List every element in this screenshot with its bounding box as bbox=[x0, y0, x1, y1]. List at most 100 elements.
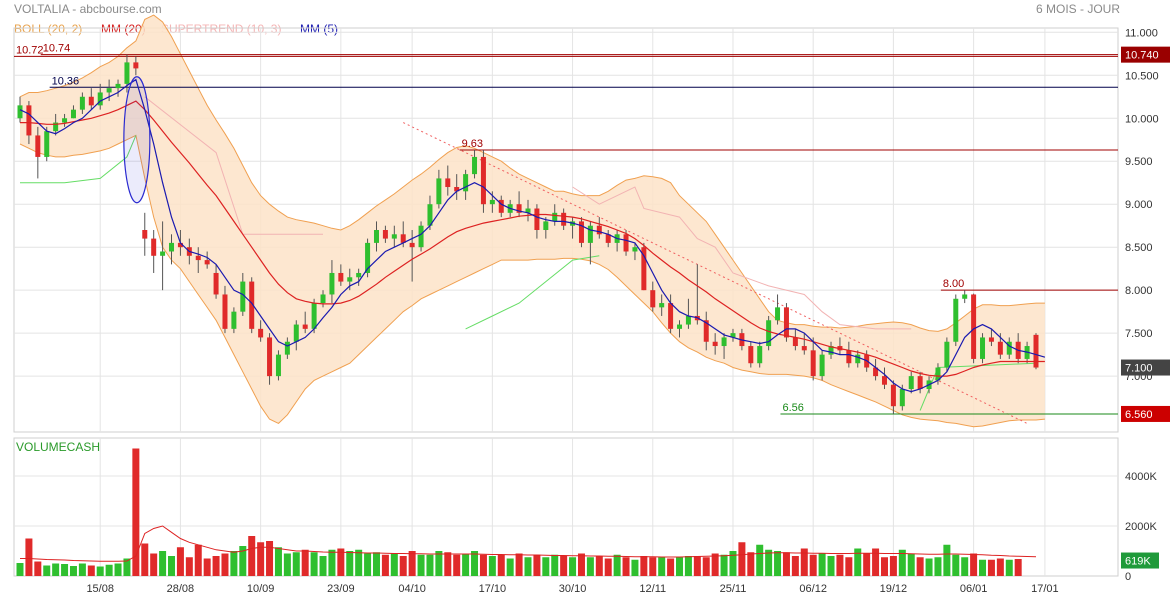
axes: 11.00010.50010.0009.5009.0008.5008.0007.… bbox=[86, 27, 1170, 595]
x-tick-label: 04/10 bbox=[398, 583, 426, 595]
candle-body bbox=[703, 320, 709, 342]
price-y-tick: 9.000 bbox=[1125, 199, 1153, 211]
volume-bar bbox=[453, 554, 461, 576]
candle-body bbox=[70, 109, 76, 119]
level-label: 9.63 bbox=[462, 138, 483, 150]
x-tick-label: 17/10 bbox=[479, 583, 507, 595]
volume-bar bbox=[43, 565, 51, 576]
candle-body bbox=[142, 230, 148, 239]
volume-bar bbox=[756, 544, 764, 576]
price-y-tick: 10.000 bbox=[1125, 113, 1159, 125]
volume-bar bbox=[952, 554, 960, 576]
candle-body bbox=[115, 83, 121, 89]
volume-bar bbox=[96, 566, 104, 576]
supertrend-high bbox=[144, 96, 912, 330]
volume-bar bbox=[738, 542, 746, 576]
volume-bar bbox=[257, 542, 265, 576]
level-label: 10.74 bbox=[43, 43, 71, 55]
candle-body bbox=[899, 389, 905, 407]
candle-body bbox=[267, 337, 273, 377]
volume-bar bbox=[916, 557, 924, 576]
volume-bar bbox=[159, 551, 167, 576]
candle-body bbox=[766, 320, 772, 347]
candle-body bbox=[775, 307, 781, 321]
candle-body bbox=[418, 225, 424, 248]
legend-entry: SUPERTREND (10, 3) bbox=[161, 22, 281, 36]
volume-bar bbox=[577, 553, 585, 576]
candle-body bbox=[810, 350, 816, 377]
x-tick-label: 06/12 bbox=[799, 583, 827, 595]
candle-body bbox=[106, 88, 112, 93]
candle-body bbox=[489, 199, 495, 205]
price-y-tick: 11.000 bbox=[1125, 27, 1158, 39]
level-label: 10.72 bbox=[16, 44, 44, 56]
volume-bar bbox=[168, 556, 176, 576]
volume-bar bbox=[194, 544, 202, 576]
volume-bar bbox=[711, 553, 719, 576]
candle-body bbox=[873, 367, 879, 377]
volume-bar bbox=[729, 551, 737, 576]
x-tick-label: 30/10 bbox=[559, 583, 587, 595]
volume-bar bbox=[479, 554, 487, 576]
volume-bar bbox=[765, 549, 773, 576]
candle-body bbox=[284, 341, 290, 355]
candle-body bbox=[988, 337, 994, 342]
volume-bar bbox=[613, 554, 621, 576]
price-box bbox=[1121, 405, 1170, 422]
volume-bar bbox=[586, 557, 594, 576]
volume-bar bbox=[533, 554, 541, 576]
candle-body bbox=[258, 328, 264, 338]
candle-body bbox=[890, 384, 896, 407]
volume-bar bbox=[595, 556, 603, 576]
volume-bar bbox=[631, 559, 639, 576]
candle-body bbox=[534, 208, 540, 230]
volume-bar bbox=[408, 551, 416, 576]
volume-bar bbox=[266, 541, 274, 576]
volume-bar bbox=[515, 553, 523, 576]
volume-bar bbox=[364, 553, 372, 576]
volume-bar bbox=[827, 556, 835, 576]
volume-bar bbox=[61, 564, 69, 576]
chart-period: 6 MOIS - JOUR bbox=[1036, 2, 1120, 16]
volume-bar bbox=[105, 564, 113, 576]
candle-body bbox=[454, 187, 460, 192]
volume-bar bbox=[774, 551, 782, 576]
candle-body bbox=[792, 337, 798, 347]
volume-bar bbox=[747, 552, 755, 576]
candle-body bbox=[436, 178, 442, 205]
volume-bar bbox=[818, 553, 826, 576]
price-y-tick: 8.000 bbox=[1125, 285, 1153, 297]
candle-body bbox=[311, 303, 317, 329]
volume-bar bbox=[25, 538, 33, 576]
price-y-tick: 7.500 bbox=[1125, 328, 1153, 340]
volume-bar bbox=[426, 554, 434, 576]
volume-bar bbox=[248, 536, 256, 576]
volume-bar bbox=[551, 554, 559, 576]
price-y-tick: 10.500 bbox=[1125, 70, 1159, 82]
volume-bar bbox=[524, 557, 532, 576]
candle-body bbox=[62, 118, 68, 123]
candle-body bbox=[249, 281, 255, 329]
candle-body bbox=[177, 242, 183, 248]
candle-body bbox=[1006, 341, 1012, 355]
volume-bar bbox=[676, 557, 684, 576]
volume-bar bbox=[845, 557, 853, 576]
volume-bar bbox=[961, 557, 969, 576]
volume-bar bbox=[150, 553, 158, 576]
price-frame bbox=[13, 27, 1119, 433]
candle-body bbox=[685, 315, 691, 325]
candle-body bbox=[365, 242, 371, 273]
volume-bar bbox=[123, 558, 131, 576]
candle-body bbox=[160, 251, 166, 256]
volume-bar bbox=[996, 558, 1004, 576]
x-tick-label: 10/09 bbox=[247, 583, 275, 595]
volume-bar bbox=[310, 552, 318, 576]
candle-body bbox=[1033, 334, 1039, 368]
candle-body bbox=[240, 281, 246, 312]
volume-y-tick: 4000K bbox=[1125, 471, 1157, 483]
candle-body bbox=[35, 135, 41, 157]
candle-body bbox=[587, 225, 593, 243]
candle-body bbox=[962, 294, 968, 299]
candle-body bbox=[650, 290, 656, 308]
volume-bar bbox=[658, 557, 666, 576]
